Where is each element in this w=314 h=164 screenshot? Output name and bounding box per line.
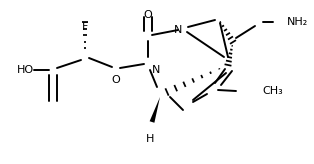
Text: H: H <box>146 134 154 144</box>
Text: NH₂: NH₂ <box>286 17 308 27</box>
Text: N: N <box>174 25 182 35</box>
Text: F: F <box>82 22 88 32</box>
Text: CH₃: CH₃ <box>262 86 283 96</box>
Text: HO: HO <box>16 65 34 75</box>
Text: O: O <box>143 10 152 20</box>
Polygon shape <box>149 97 160 123</box>
Text: O: O <box>111 75 120 85</box>
Text: N: N <box>152 65 160 75</box>
